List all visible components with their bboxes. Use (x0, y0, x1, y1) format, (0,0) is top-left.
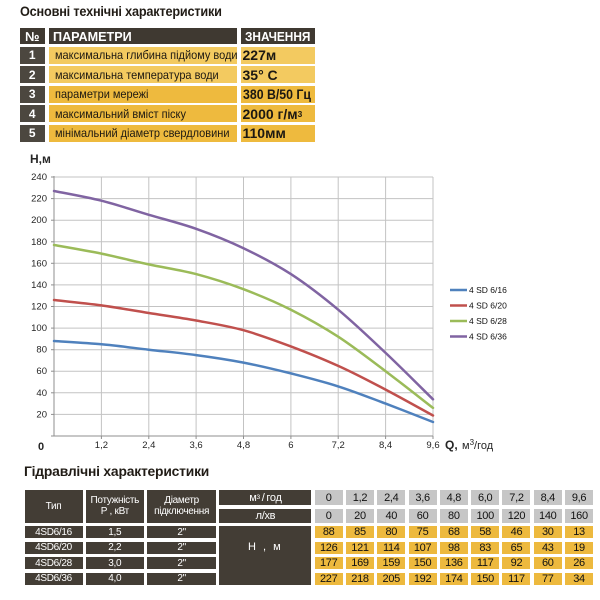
svg-text:4 SD 6/36: 4 SD 6/36 (469, 332, 507, 342)
svg-text:3,6: 3,6 (189, 440, 202, 451)
svg-text:Q,: Q, (445, 438, 458, 452)
svg-text:120: 120 (31, 302, 47, 313)
svg-text:80: 80 (36, 345, 47, 356)
svg-text:6: 6 (288, 440, 293, 451)
svg-text:0: 0 (38, 441, 44, 453)
svg-text:4 SD 6/16: 4 SD 6/16 (469, 285, 507, 295)
svg-text:40: 40 (36, 388, 47, 399)
svg-text:200: 200 (31, 215, 47, 226)
svg-text:8,4: 8,4 (379, 440, 392, 451)
svg-text:2,4: 2,4 (142, 440, 155, 451)
svg-text:20: 20 (36, 409, 47, 420)
svg-text:4,8: 4,8 (237, 440, 250, 451)
svg-text:180: 180 (31, 237, 47, 248)
svg-text:4 SD 6/28: 4 SD 6/28 (469, 316, 507, 326)
svg-text:220: 220 (31, 194, 47, 205)
svg-text:1,2: 1,2 (95, 440, 108, 451)
svg-text:9,6: 9,6 (426, 440, 439, 451)
svg-text:4 SD 6/20: 4 SD 6/20 (469, 301, 507, 311)
svg-text:240: 240 (31, 172, 47, 183)
svg-text:м3/год: м3/год (462, 438, 494, 452)
svg-text:60: 60 (36, 366, 47, 377)
svg-text:140: 140 (31, 280, 47, 291)
svg-text:7,2: 7,2 (332, 440, 345, 451)
svg-text:100: 100 (31, 323, 47, 334)
svg-text:Н,м: Н,м (30, 152, 51, 166)
svg-text:160: 160 (31, 258, 47, 269)
